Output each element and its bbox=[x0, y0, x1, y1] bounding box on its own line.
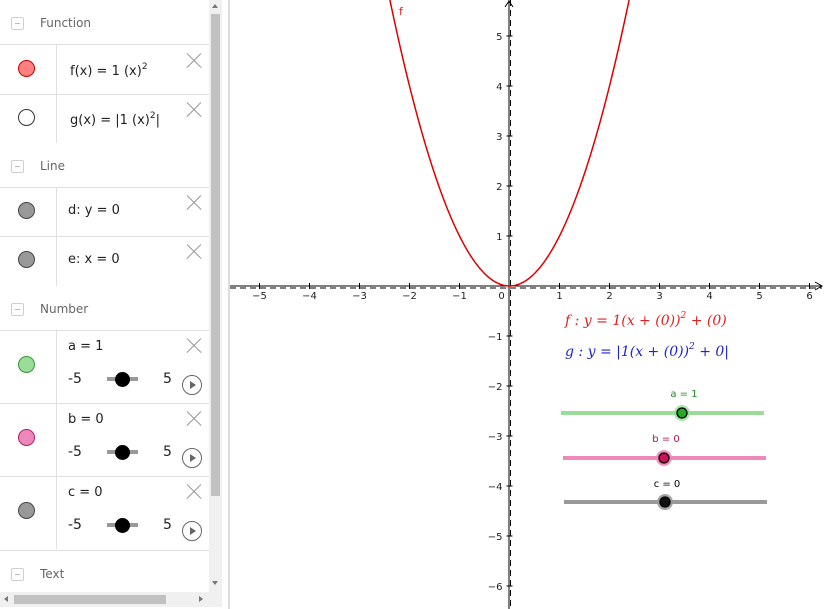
y-tick-label: −1 bbox=[488, 332, 503, 343]
delete-icon[interactable] bbox=[186, 244, 202, 260]
visibility-toggle-icon[interactable] bbox=[18, 60, 35, 77]
item-expression[interactable]: b = 0 bbox=[68, 412, 104, 427]
visibility-toggle-icon[interactable] bbox=[18, 202, 35, 219]
slider-knob[interactable] bbox=[115, 445, 130, 460]
delete-icon[interactable] bbox=[186, 53, 202, 69]
function-f-curve[interactable] bbox=[380, 0, 639, 287]
visibility-toggle-icon[interactable] bbox=[18, 429, 35, 446]
scroll-thumb[interactable] bbox=[14, 595, 166, 604]
visibility-toggle-icon[interactable] bbox=[18, 109, 35, 126]
scroll-left-icon[interactable] bbox=[4, 596, 8, 602]
y-tick-label: 2 bbox=[496, 182, 502, 193]
play-icon[interactable] bbox=[182, 448, 202, 468]
delete-icon[interactable] bbox=[186, 195, 202, 211]
slider-max: 5 bbox=[163, 371, 172, 387]
slider-b-knob[interactable] bbox=[658, 452, 670, 464]
algebra-item-g[interactable]: g(x) = |1 (x)2| bbox=[0, 94, 209, 143]
horizontal-scrollbar[interactable] bbox=[0, 592, 222, 607]
y-tick-label: −6 bbox=[488, 582, 503, 593]
scroll-right-icon[interactable] bbox=[199, 596, 203, 602]
slider-knob[interactable] bbox=[115, 372, 130, 387]
slider-knob[interactable] bbox=[115, 518, 130, 533]
algebra-item-b[interactable]: b = 0 -5 5 bbox=[0, 403, 209, 476]
collapse-icon[interactable] bbox=[11, 17, 24, 30]
x-tick-label: −4 bbox=[302, 291, 317, 302]
x-tick-label: −5 bbox=[252, 291, 267, 302]
x-axis-arrow-icon bbox=[814, 281, 824, 291]
category-label: Number bbox=[40, 302, 89, 316]
slider-max: 5 bbox=[163, 517, 172, 533]
algebra-item-f[interactable]: f(x) = 1 (x)2 bbox=[0, 44, 209, 94]
visibility-toggle-icon[interactable] bbox=[18, 502, 35, 519]
item-expression[interactable]: f(x) = 1 (x)2 bbox=[70, 62, 148, 79]
x-tick-label: 0 bbox=[498, 291, 504, 302]
y-tick-label: 3 bbox=[496, 132, 502, 143]
y-tick-label: 5 bbox=[496, 32, 502, 43]
algebra-item-d[interactable]: d: y = 0 bbox=[0, 187, 209, 236]
x-tick-label: 5 bbox=[756, 291, 762, 302]
category-number[interactable]: Number bbox=[0, 286, 209, 330]
item-expression[interactable]: e: x = 0 bbox=[68, 252, 120, 267]
slider-a-knob[interactable] bbox=[676, 407, 688, 419]
delete-icon[interactable] bbox=[186, 338, 202, 354]
category-label: Text bbox=[40, 567, 65, 581]
x-tick-label: −2 bbox=[402, 291, 417, 302]
item-expression[interactable]: g(x) = |1 (x)2| bbox=[70, 111, 160, 128]
collapse-icon[interactable] bbox=[11, 160, 24, 173]
category-function[interactable]: Function bbox=[0, 0, 209, 44]
y-tick-label: −3 bbox=[488, 432, 503, 443]
graphics-view[interactable]: −5 −4 −3 −2 −1 0 1 2 3 4 5 6 5 4 3 2 1 −1 −2 −3 −4 −5 −6 f f … bbox=[230, 0, 825, 609]
category-text[interactable]: Text bbox=[0, 550, 209, 592]
delete-icon[interactable] bbox=[186, 411, 202, 427]
item-expression[interactable]: a = 1 bbox=[68, 339, 104, 354]
view-divider[interactable] bbox=[228, 0, 230, 609]
y-tick-label: −5 bbox=[488, 532, 503, 543]
slider-min: -5 bbox=[68, 371, 82, 387]
scroll-thumb[interactable] bbox=[211, 14, 220, 496]
slider-min: -5 bbox=[68, 517, 82, 533]
scroll-up-icon[interactable] bbox=[212, 4, 218, 8]
x-tick-label: −3 bbox=[352, 291, 367, 302]
y-tick-label: 4 bbox=[496, 82, 502, 93]
y-tick-label: −4 bbox=[488, 482, 503, 493]
x-tick-label: 6 bbox=[806, 291, 812, 302]
y-axis-arrow-icon bbox=[504, 0, 514, 8]
algebra-view: Function f(x) = 1 (x)2 g(x) = |1 (x)2| L… bbox=[0, 0, 209, 592]
delete-icon[interactable] bbox=[186, 102, 202, 118]
play-icon[interactable] bbox=[182, 375, 202, 395]
vertical-scrollbar[interactable] bbox=[209, 0, 222, 592]
equation-g[interactable]: g : y = |1(x + (0))2 + 0| bbox=[565, 342, 729, 360]
slider-min: -5 bbox=[68, 444, 82, 460]
delete-icon[interactable] bbox=[186, 484, 202, 500]
visibility-toggle-icon[interactable] bbox=[18, 251, 35, 268]
scroll-down-icon[interactable] bbox=[212, 581, 218, 585]
x-tick-label: 4 bbox=[706, 291, 712, 302]
y-tick-label: −2 bbox=[488, 382, 503, 393]
item-expression[interactable]: d: y = 0 bbox=[68, 203, 120, 218]
slider-max: 5 bbox=[163, 444, 172, 460]
algebra-item-a[interactable]: a = 1 -5 5 bbox=[0, 330, 209, 403]
equation-f[interactable]: f : y = 1(x + (0))2 + (0) bbox=[564, 311, 727, 329]
x-tick-label: 3 bbox=[656, 291, 662, 302]
play-icon[interactable] bbox=[182, 521, 202, 541]
category-label: Line bbox=[40, 159, 66, 173]
item-expression[interactable]: c = 0 bbox=[68, 485, 103, 500]
curve-label-f: f bbox=[399, 5, 404, 18]
slider-a-label: a = 1 bbox=[670, 389, 697, 400]
category-label: Function bbox=[40, 16, 92, 30]
x-tick-label: 2 bbox=[606, 291, 612, 302]
slider-c-label: c = 0 bbox=[654, 479, 681, 490]
x-tick-label: −1 bbox=[452, 291, 467, 302]
algebra-item-c[interactable]: c = 0 -5 5 bbox=[0, 476, 209, 549]
algebra-item-e[interactable]: e: x = 0 bbox=[0, 236, 209, 286]
y-tick-label: 1 bbox=[496, 232, 502, 243]
collapse-icon[interactable] bbox=[11, 568, 24, 581]
slider-c-knob[interactable] bbox=[659, 496, 671, 508]
slider-b-label: b = 0 bbox=[652, 434, 679, 445]
visibility-toggle-icon[interactable] bbox=[18, 356, 35, 373]
collapse-icon[interactable] bbox=[11, 303, 24, 316]
category-line[interactable]: Line bbox=[0, 143, 209, 187]
x-tick-label: 1 bbox=[556, 291, 562, 302]
